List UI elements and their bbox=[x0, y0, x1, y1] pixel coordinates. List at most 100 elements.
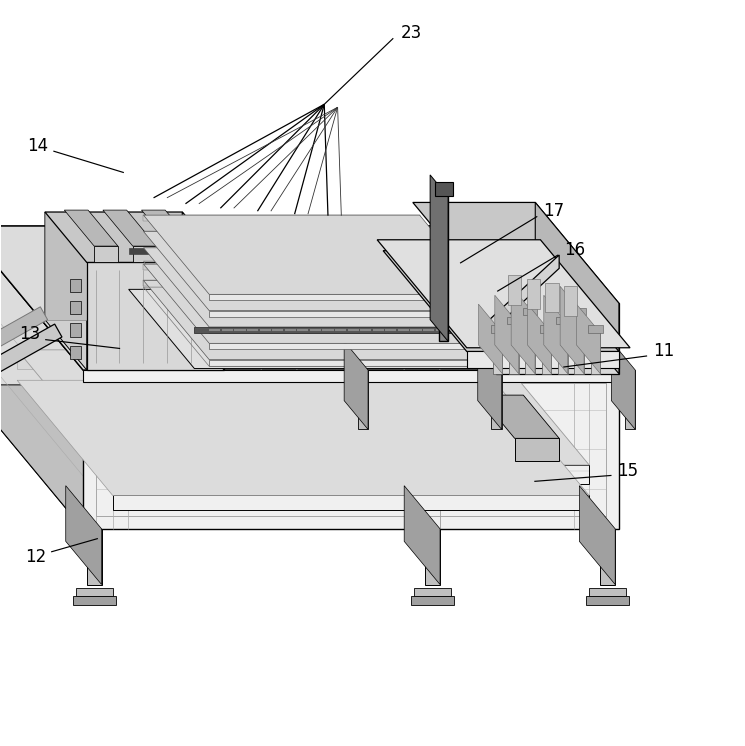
Polygon shape bbox=[171, 246, 195, 263]
Polygon shape bbox=[0, 324, 62, 380]
Polygon shape bbox=[574, 315, 584, 374]
Polygon shape bbox=[577, 304, 600, 374]
Polygon shape bbox=[481, 269, 548, 355]
Polygon shape bbox=[86, 263, 224, 370]
Polygon shape bbox=[144, 264, 485, 343]
Polygon shape bbox=[558, 324, 568, 374]
Polygon shape bbox=[144, 215, 485, 295]
Polygon shape bbox=[414, 589, 451, 596]
Polygon shape bbox=[70, 279, 80, 292]
Polygon shape bbox=[0, 226, 619, 370]
Polygon shape bbox=[499, 226, 619, 382]
Polygon shape bbox=[70, 301, 80, 314]
Polygon shape bbox=[535, 202, 619, 374]
Polygon shape bbox=[434, 182, 452, 196]
Polygon shape bbox=[580, 486, 615, 585]
Polygon shape bbox=[64, 210, 118, 246]
Polygon shape bbox=[144, 215, 419, 221]
Polygon shape bbox=[144, 248, 485, 327]
Polygon shape bbox=[112, 465, 589, 484]
Polygon shape bbox=[45, 212, 86, 370]
Polygon shape bbox=[103, 210, 156, 246]
Polygon shape bbox=[209, 310, 485, 316]
Polygon shape bbox=[591, 333, 600, 374]
Polygon shape bbox=[467, 351, 619, 368]
Polygon shape bbox=[209, 295, 485, 300]
Polygon shape bbox=[344, 341, 368, 430]
Polygon shape bbox=[45, 212, 183, 319]
Polygon shape bbox=[144, 264, 419, 270]
Polygon shape bbox=[600, 529, 615, 585]
Polygon shape bbox=[142, 210, 195, 246]
Polygon shape bbox=[70, 345, 80, 359]
Polygon shape bbox=[86, 529, 101, 585]
Polygon shape bbox=[53, 366, 530, 383]
Polygon shape bbox=[479, 395, 559, 439]
Polygon shape bbox=[481, 255, 559, 340]
Polygon shape bbox=[209, 327, 485, 333]
Polygon shape bbox=[377, 239, 630, 348]
Polygon shape bbox=[70, 323, 80, 336]
Polygon shape bbox=[539, 325, 554, 333]
Polygon shape bbox=[507, 316, 521, 324]
Text: 15: 15 bbox=[618, 462, 638, 480]
Polygon shape bbox=[439, 196, 448, 341]
Polygon shape bbox=[209, 360, 485, 366]
Polygon shape bbox=[492, 333, 502, 374]
Polygon shape bbox=[94, 246, 118, 263]
Polygon shape bbox=[413, 202, 619, 303]
Polygon shape bbox=[75, 589, 112, 596]
Polygon shape bbox=[83, 370, 619, 382]
Text: 13: 13 bbox=[19, 325, 40, 343]
Polygon shape bbox=[144, 280, 485, 360]
Polygon shape bbox=[0, 226, 499, 385]
Polygon shape bbox=[112, 319, 589, 336]
Polygon shape bbox=[612, 341, 635, 430]
Polygon shape bbox=[430, 175, 448, 341]
Polygon shape bbox=[17, 350, 494, 369]
Polygon shape bbox=[542, 333, 551, 374]
Polygon shape bbox=[560, 286, 584, 374]
Polygon shape bbox=[481, 385, 495, 441]
Polygon shape bbox=[73, 596, 115, 605]
Polygon shape bbox=[511, 286, 535, 374]
Polygon shape bbox=[405, 486, 440, 585]
Polygon shape bbox=[0, 226, 83, 529]
Polygon shape bbox=[545, 283, 559, 313]
Polygon shape bbox=[144, 231, 419, 237]
Polygon shape bbox=[144, 248, 419, 254]
Polygon shape bbox=[17, 380, 589, 495]
Polygon shape bbox=[53, 248, 589, 319]
Polygon shape bbox=[0, 307, 48, 363]
Polygon shape bbox=[133, 246, 156, 263]
Polygon shape bbox=[491, 370, 501, 430]
Polygon shape bbox=[473, 445, 503, 459]
Polygon shape bbox=[112, 495, 589, 510]
Polygon shape bbox=[544, 295, 568, 374]
Polygon shape bbox=[83, 370, 619, 529]
Polygon shape bbox=[572, 307, 586, 315]
Polygon shape bbox=[478, 341, 501, 430]
Polygon shape bbox=[209, 343, 485, 349]
Polygon shape bbox=[496, 303, 619, 374]
Polygon shape bbox=[0, 226, 619, 370]
Polygon shape bbox=[129, 248, 434, 254]
Polygon shape bbox=[66, 486, 101, 585]
Text: 17: 17 bbox=[543, 202, 564, 220]
Polygon shape bbox=[411, 596, 454, 605]
Polygon shape bbox=[383, 251, 619, 351]
Polygon shape bbox=[625, 370, 635, 430]
Polygon shape bbox=[305, 385, 320, 441]
Polygon shape bbox=[112, 383, 524, 521]
Polygon shape bbox=[525, 315, 535, 374]
Text: 14: 14 bbox=[27, 137, 48, 155]
Text: 11: 11 bbox=[653, 342, 674, 360]
Polygon shape bbox=[112, 439, 589, 454]
Polygon shape bbox=[499, 226, 619, 529]
Polygon shape bbox=[515, 439, 559, 460]
Polygon shape bbox=[589, 325, 603, 333]
Polygon shape bbox=[527, 304, 551, 374]
Polygon shape bbox=[144, 280, 419, 286]
Polygon shape bbox=[298, 445, 328, 459]
Text: 16: 16 bbox=[564, 241, 585, 259]
